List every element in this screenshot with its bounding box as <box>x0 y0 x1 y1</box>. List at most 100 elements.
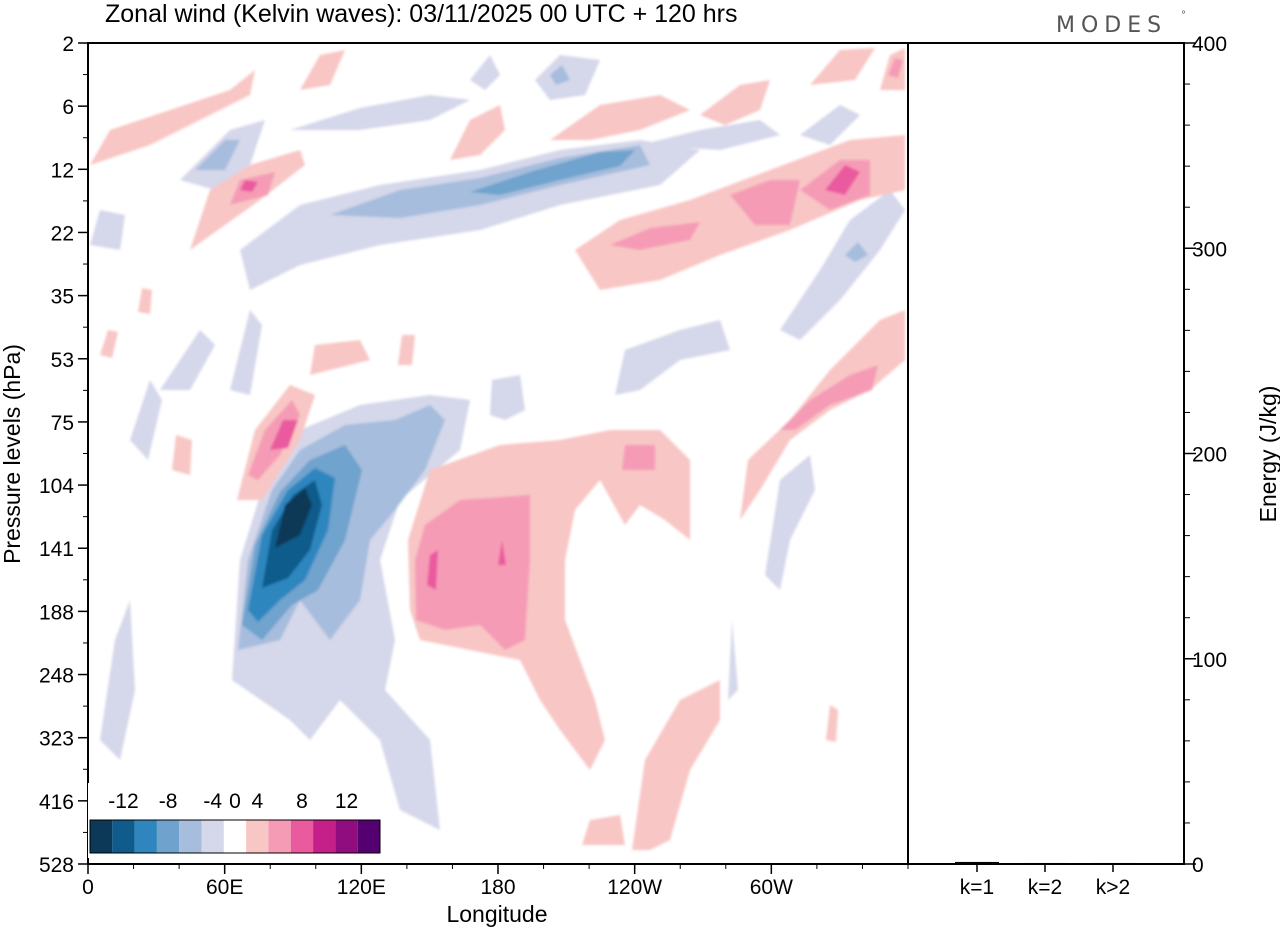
colorbar-swatch <box>134 820 157 853</box>
contour-negative-band <box>195 140 240 170</box>
contour-negative-band <box>615 320 730 395</box>
contour-positive-band <box>780 365 878 430</box>
contour-negative-band <box>550 65 570 85</box>
colorbar-swatch <box>223 820 247 853</box>
energy-tick-label: 400 <box>1192 33 1227 56</box>
y-tick-label: 35 <box>51 286 74 309</box>
contour-positive-band <box>450 105 505 160</box>
y-tick-label: 6 <box>62 96 74 119</box>
colorbar-label: 8 <box>296 790 308 813</box>
contour-negative-band <box>90 210 125 250</box>
y-axis-title: Pressure levels (hPa) <box>0 344 25 564</box>
colorbar-outline <box>89 819 381 854</box>
contour-negative-band <box>230 310 262 395</box>
chart-title: Zonal wind (Kelvin waves): 03/11/2025 00… <box>105 0 738 28</box>
modes-logo: MODES <box>1056 13 1167 38</box>
contour-negative-band <box>100 600 135 760</box>
contour-positive-band <box>730 180 800 225</box>
zonal-wind-contour-plot <box>87 42 909 865</box>
contour-positive-band <box>550 95 690 140</box>
energy-category-label: k=1 <box>960 876 994 899</box>
x-tick-label: 120W <box>607 876 662 899</box>
contour-positive-band <box>740 310 905 520</box>
colorbar-label: 4 <box>251 790 263 813</box>
contour-positive-band <box>632 680 720 850</box>
y-tick-label: 53 <box>51 349 74 372</box>
colorbar-swatch <box>90 820 113 853</box>
y-tick-label: 22 <box>51 222 74 245</box>
contour-positive-band <box>700 80 770 125</box>
colorbar-swatch <box>246 820 269 853</box>
energy-bars: k=1 k=2 k>2 <box>955 861 1135 899</box>
energy-tick-label: 200 <box>1192 444 1227 467</box>
x-tick-label: 60W <box>750 876 793 899</box>
x-tick-label: 120E <box>337 876 386 899</box>
colorbar-swatch <box>156 820 180 853</box>
colorbar-swatch <box>335 820 358 853</box>
contour-negative-band <box>130 380 162 460</box>
contour-positive-band <box>310 340 370 375</box>
contour-positive-band <box>398 335 415 365</box>
colorbar-label: -12 <box>108 790 138 813</box>
contour-negative-band <box>800 105 860 145</box>
colorbar-legend: -12 -8 -4 0 4 8 12 <box>88 783 382 858</box>
contour-positive-band <box>810 48 875 85</box>
x-tick-label: 60E <box>206 876 243 899</box>
y-tick-label: 12 <box>51 159 74 182</box>
contour-negative-band <box>470 150 635 195</box>
contour-positive-band <box>172 435 192 475</box>
energy-category-label: k=2 <box>1028 876 1062 899</box>
longitude-axis: 0 60E 120E 180 120W 60W <box>82 864 909 899</box>
contour-positive-band <box>582 815 625 845</box>
contour-positive-band <box>826 705 838 742</box>
contour-positive-band <box>498 540 506 565</box>
colorbar-swatch <box>201 820 224 853</box>
contour-positive-band <box>90 70 255 165</box>
y-tick-label: 104 <box>39 475 74 498</box>
energy-tick-label: 100 <box>1192 649 1227 672</box>
y-tick-label: 141 <box>39 538 74 561</box>
y-tick-label: 248 <box>39 665 74 688</box>
contour-positive-band <box>138 288 152 314</box>
contour-negative-band <box>765 455 815 590</box>
y-tick-label: 2 <box>62 33 74 56</box>
contour-positive-band <box>240 180 258 192</box>
colorbar-label: 12 <box>335 790 358 813</box>
contour-negative-band <box>470 55 500 90</box>
contour-positive-band <box>300 50 345 90</box>
contour-negative-band <box>290 95 470 130</box>
y-tick-label: 416 <box>39 791 74 814</box>
energy-tick-label: 0 <box>1192 854 1204 877</box>
x-tick-label: 0 <box>82 876 94 899</box>
energy-tick-label: 300 <box>1192 238 1227 261</box>
pressure-level-axis: 2 6 12 22 35 53 75 104 141 188 248 323 416 528 <box>39 33 88 877</box>
contour-positive-band <box>610 222 700 250</box>
contour-negative-band <box>640 120 780 150</box>
colorbar-label: -8 <box>159 790 178 813</box>
energy-axis-title: Energy (J/kg) <box>1255 386 1280 523</box>
contour-negative-band <box>780 190 905 340</box>
energy-bar <box>1023 862 1067 865</box>
y-tick-label: 528 <box>39 854 74 877</box>
contour-positive-band <box>622 445 655 470</box>
modes-logo-mark: ° <box>1181 10 1186 21</box>
colorbar-swatch <box>112 820 135 853</box>
energy-bar <box>1091 862 1135 865</box>
contour-negative-band <box>728 620 738 700</box>
contour-positive-band <box>888 58 903 78</box>
colorbar-swatch <box>357 820 380 853</box>
energy-axis: 0 100 200 300 400 <box>1184 33 1227 877</box>
contour-negative-band <box>160 330 215 390</box>
contour-negative-band <box>275 488 312 548</box>
x-tick-label: 180 <box>480 876 515 899</box>
contour-negative-band <box>845 242 868 262</box>
colorbar-swatch <box>179 820 202 853</box>
colorbar-swatch <box>313 820 336 853</box>
x-axis-title: Longitude <box>446 901 547 927</box>
colorbar-label: -4 <box>203 790 222 813</box>
energy-category-label: k>2 <box>1096 876 1130 899</box>
contour-positive-band <box>825 165 860 195</box>
colorbar-swatch <box>268 820 291 853</box>
y-tick-label: 188 <box>39 601 74 624</box>
